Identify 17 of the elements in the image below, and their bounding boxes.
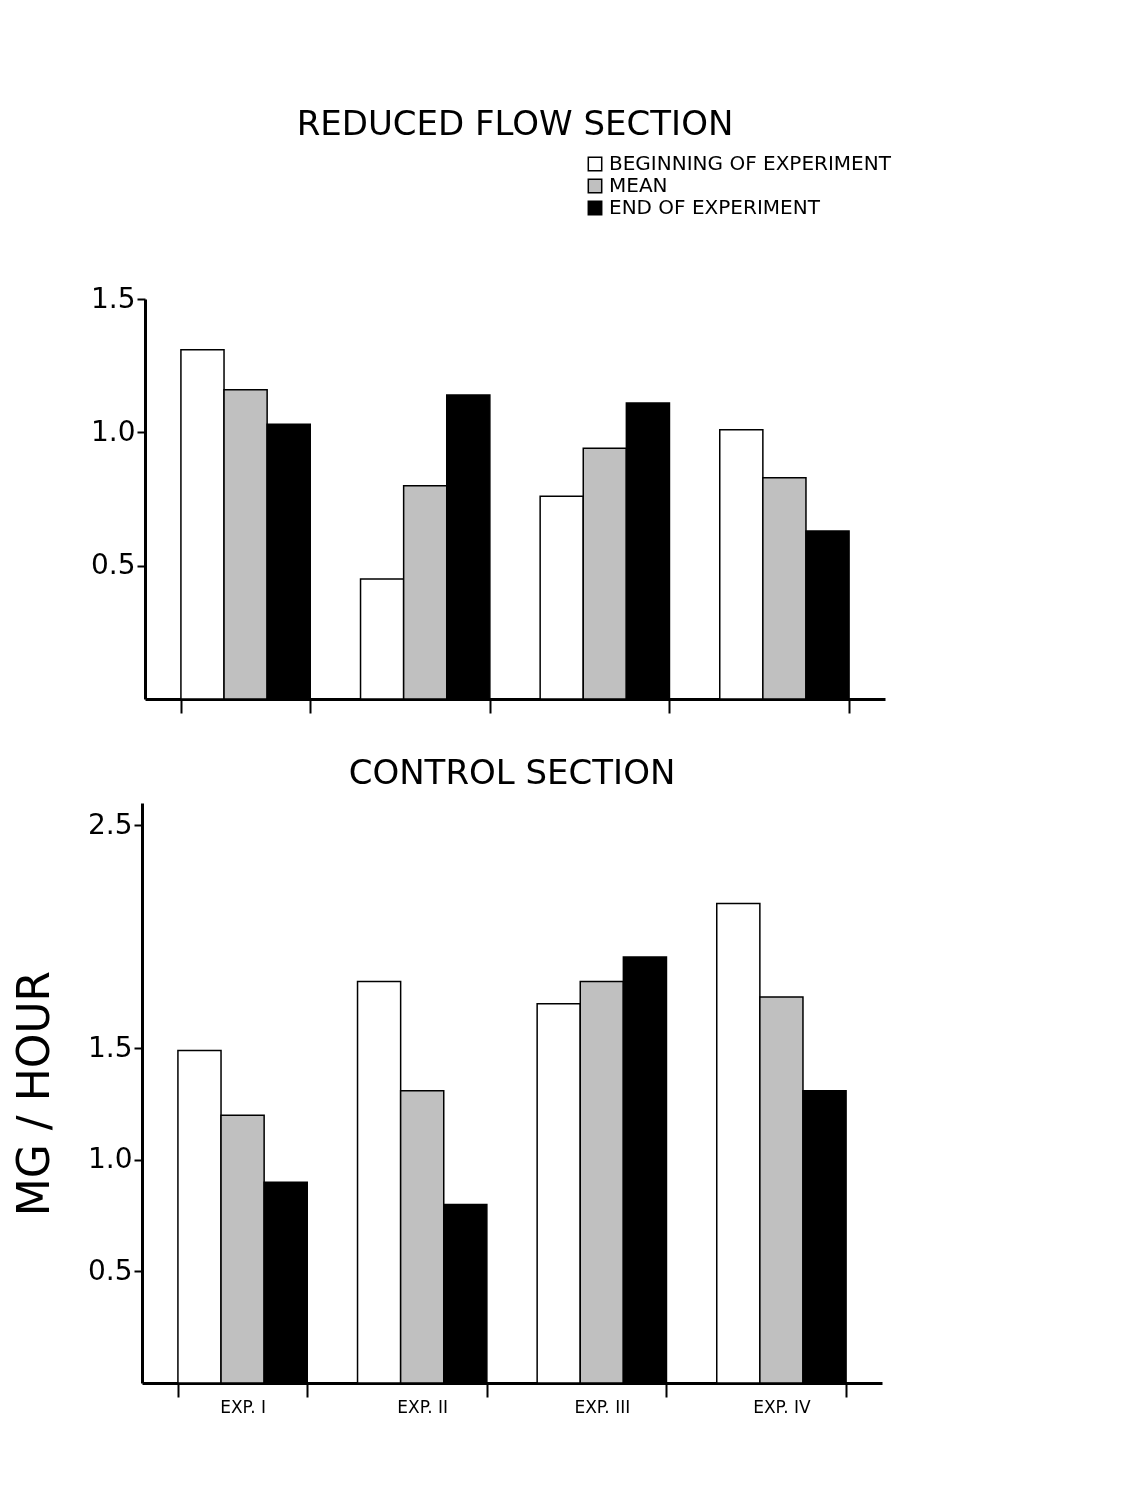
x-tick-label: EXP. I [220,1396,266,1417]
chart-title: CONTROL SECTION [348,752,676,792]
x-tick-label: EXP. III [574,1396,631,1417]
y-tick-label: 1.5 [87,1030,133,1064]
legend-label: END OF EXPERIMENT [609,195,821,219]
y-tick-label: 1.0 [90,414,136,448]
y-tick-label: 0.5 [90,548,136,582]
y-tick-label: 2.5 [87,807,133,841]
y-axis-title: MG / HOUR [7,970,59,1217]
y-tick-label: 1.5 [90,281,136,315]
legend-label: MEAN [609,173,668,197]
y-tick-label: 0.5 [87,1253,133,1287]
x-tick-label: EXP. II [397,1396,449,1417]
y-tick-label: 1.0 [87,1142,133,1176]
chart-title: REDUCED FLOW SECTION [296,103,734,143]
legend-label: BEGINNING OF EXPERIMENT [609,151,892,175]
x-tick-label: EXP. IV [753,1396,811,1417]
